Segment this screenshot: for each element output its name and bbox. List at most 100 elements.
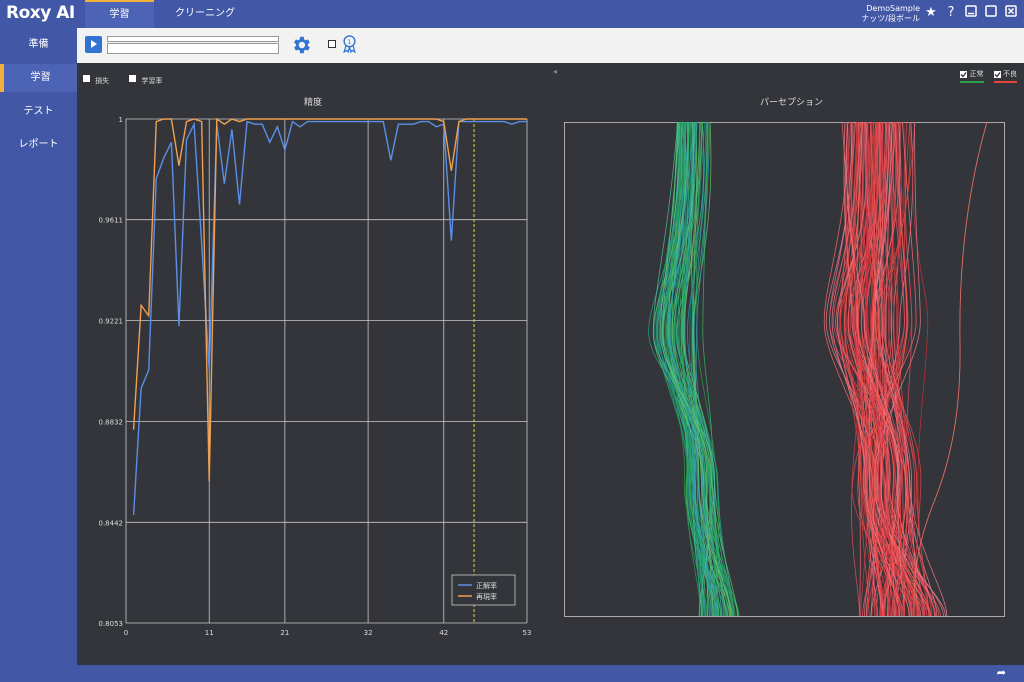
defect-series-line	[865, 122, 918, 617]
sidebar: 準備 学習 テスト レポート	[0, 28, 77, 665]
defect-series-line	[837, 122, 911, 617]
normal-series-line	[691, 122, 713, 617]
loss-checkbox[interactable]	[83, 75, 90, 82]
defect-series-line	[846, 122, 905, 617]
defect-series-line	[871, 122, 922, 617]
y-tick-label: 0.9221	[99, 318, 124, 326]
main-content: 損失 学習率 ◂ 正常 不良 精度 パーセプション 0.8053 0.8442 0.…	[77, 63, 1024, 665]
perception-chart-title: パーセプション	[760, 98, 824, 108]
lr-checkbox[interactable]	[129, 75, 137, 82]
defect-series-line	[872, 122, 893, 617]
defect-series-line	[912, 122, 929, 617]
user-info: DemoSample ナッツ/段ボール	[861, 4, 920, 24]
perception-legend: 正常 不良	[960, 69, 1017, 83]
defect-series-line	[873, 122, 922, 617]
defect-series-line	[829, 122, 936, 617]
lr-label: 学習率	[141, 77, 163, 85]
y-tick-label: 1	[119, 116, 123, 124]
defect-series-line	[872, 122, 920, 617]
status-bar: ➦	[0, 665, 1024, 682]
x-tick-label: 21	[280, 629, 289, 637]
defect-series-line	[853, 122, 914, 617]
x-tick-label: 11	[205, 629, 214, 637]
defect-series-line	[879, 122, 895, 617]
defect-series-line	[865, 122, 903, 617]
normal-series-line	[682, 122, 706, 617]
normal-series-line	[659, 122, 738, 617]
x-tick-label: 53	[523, 629, 532, 637]
collapse-arrow-icon[interactable]: ◂	[553, 67, 558, 76]
chart-options: 損失 学習率	[83, 68, 162, 87]
defect-legend-label: 不良	[1003, 70, 1017, 78]
normal-series-line	[652, 122, 715, 617]
loss-label: 損失	[95, 77, 110, 85]
minimize-icon[interactable]	[964, 5, 978, 21]
normal-series-line	[648, 122, 734, 617]
progress-bar-epoch	[107, 36, 279, 42]
defect-series-line	[868, 122, 901, 617]
toolbar: 1	[77, 28, 1024, 63]
defect-series-line	[904, 122, 926, 617]
maximize-icon[interactable]	[984, 5, 998, 21]
nav-item-test[interactable]: テスト	[23, 106, 54, 117]
share-icon[interactable]: ➦	[996, 666, 1006, 679]
defect-checkbox[interactable]	[993, 70, 1001, 78]
progress-bar-step	[107, 43, 279, 54]
perception-frame	[564, 122, 1005, 617]
legend-label: 再現率	[476, 592, 497, 601]
window-controls: ★ ?	[924, 5, 1018, 21]
x-tick-label: 0	[124, 629, 128, 637]
defect-series-line	[882, 122, 910, 617]
project-name: DemoSample	[866, 4, 920, 13]
help-icon[interactable]: ?	[947, 5, 955, 20]
normal-series-line	[671, 122, 714, 617]
defect-series-line	[865, 122, 909, 617]
nav-item-learning[interactable]: 学習	[0, 64, 77, 92]
normal-series-line	[656, 122, 735, 617]
legend-label: 正解率	[476, 581, 497, 590]
normal-legend-label: 正常	[969, 70, 984, 78]
defect-series-line	[823, 122, 874, 617]
normal-series-line	[664, 122, 739, 617]
accuracy-chart: 0.8053 0.8442 0.8832 0.9221 0.9611 1 0 11 21 32 42…	[99, 116, 532, 637]
star-icon[interactable]: ★	[925, 5, 937, 20]
title-bar: Roxy AI 学習 クリーニング DemoSample ナッツ/段ボール ★ …	[0, 0, 1024, 28]
nav-item-prepare[interactable]: 準備	[28, 39, 49, 50]
app-logo: Roxy AI	[6, 3, 75, 23]
series-line-0	[132, 120, 527, 516]
award-icon[interactable]: 1	[341, 35, 358, 53]
gear-icon[interactable]	[290, 34, 312, 56]
defect-series-line	[878, 122, 919, 617]
y-tick-label: 0.9611	[99, 217, 124, 225]
close-icon[interactable]	[1004, 5, 1018, 21]
defect-series-line	[856, 122, 896, 617]
y-tick-label: 0.8053	[99, 620, 124, 628]
tab-cleaning[interactable]: クリーニング	[175, 8, 235, 19]
normal-series-line	[684, 122, 719, 617]
normal-series-line	[690, 122, 703, 617]
toggle-checkbox[interactable]	[328, 40, 336, 48]
normal-series-line	[655, 122, 701, 617]
accuracy-chart-title: 精度	[304, 98, 323, 108]
normal-checkbox[interactable]	[960, 70, 968, 78]
defect-series-line	[862, 122, 890, 617]
defect-series-line	[857, 122, 905, 617]
series-line-1	[132, 117, 527, 482]
nav-item-report[interactable]: レポート	[18, 139, 59, 150]
defect-series-line	[913, 122, 988, 617]
defect-series-line	[854, 122, 905, 617]
project-subtitle: ナッツ/段ボール	[861, 14, 920, 23]
normal-series-line	[681, 122, 725, 617]
normal-series-line	[678, 122, 709, 617]
defect-series-line	[861, 122, 903, 617]
play-button[interactable]	[85, 36, 102, 53]
tab-learning[interactable]: 学習	[85, 0, 154, 28]
y-tick-label: 0.8442	[99, 519, 124, 527]
x-tick-label: 42	[439, 629, 448, 637]
normal-series-line	[687, 122, 718, 617]
normal-series-line	[677, 122, 717, 617]
svg-text:1: 1	[347, 39, 351, 46]
perception-chart	[564, 122, 1005, 617]
x-tick-label: 32	[364, 629, 373, 637]
